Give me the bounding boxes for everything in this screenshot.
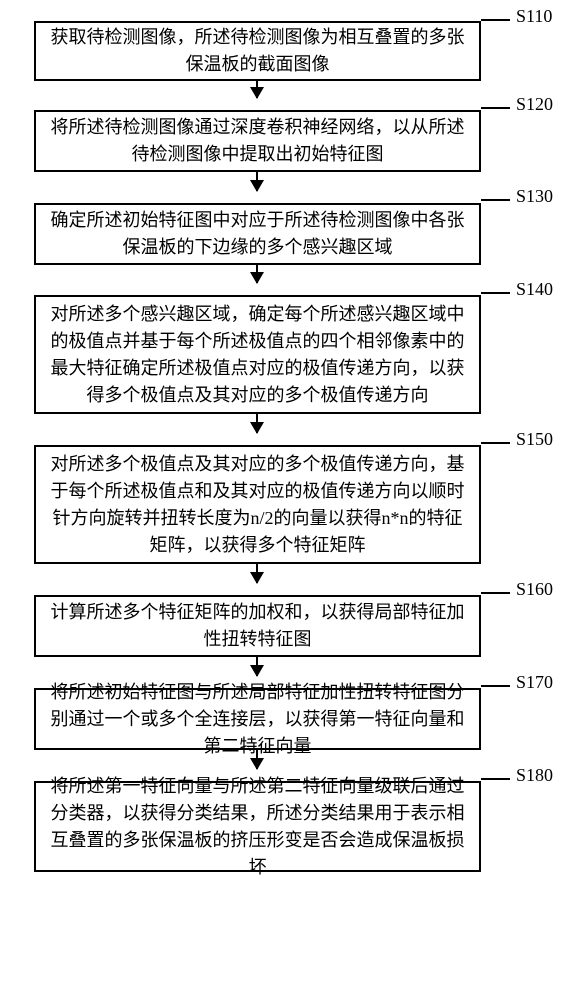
step-label-s110: S110 [516,6,552,27]
step-text: 对所述多个感兴趣区域，确定每个所述感兴趣区域中的极值点并基于每个所述极值点的四个… [46,301,469,409]
leader-s120 [481,107,510,109]
step-box-s130: 确定所述初始特征图中对应于所述待检测图像中各张保温板的下边缘的多个感兴趣区域 [34,203,481,265]
leader-s110 [481,19,510,21]
step-text: 获取待检测图像，所述待检测图像为相互叠置的多张保温板的截面图像 [46,24,469,78]
flow-arrow [256,172,258,191]
step-label-s140: S140 [516,279,553,300]
step-text: 将所述第一特征向量与所述第二特征向量级联后通过分类器，以获得分类结果，所述分类结… [46,773,469,881]
flow-arrow [256,750,258,769]
flow-arrow [256,657,258,676]
step-text: 确定所述初始特征图中对应于所述待检测图像中各张保温板的下边缘的多个感兴趣区域 [46,207,469,261]
step-box-s110: 获取待检测图像，所述待检测图像为相互叠置的多张保温板的截面图像 [34,21,481,81]
flow-arrow [256,265,258,283]
flow-arrow [256,81,258,98]
leader-s160 [481,592,510,594]
leader-s170 [481,685,510,687]
leader-s180 [481,778,510,780]
step-text: 对所述多个极值点及其对应的多个极值传递方向，基于每个所述极值点和及其对应的极值传… [46,451,469,559]
step-label-s120: S120 [516,94,553,115]
step-box-s170: 将所述初始特征图与所述局部特征加性扭转特征图分别通过一个或多个全连接层，以获得第… [34,688,481,750]
step-box-s180: 将所述第一特征向量与所述第二特征向量级联后通过分类器，以获得分类结果，所述分类结… [34,781,481,872]
leader-s150 [481,442,510,444]
step-label-s170: S170 [516,672,553,693]
flow-arrow [256,414,258,433]
step-text: 将所述初始特征图与所述局部特征加性扭转特征图分别通过一个或多个全连接层，以获得第… [46,679,469,760]
flow-arrow [256,564,258,583]
leader-s140 [481,292,510,294]
step-label-s150: S150 [516,429,553,450]
step-text: 计算所述多个特征矩阵的加权和，以获得局部特征加性扭转特征图 [46,599,469,653]
step-label-s130: S130 [516,186,553,207]
flowchart-canvas: S110 获取待检测图像，所述待检测图像为相互叠置的多张保温板的截面图像 S12… [0,0,572,1000]
step-box-s160: 计算所述多个特征矩阵的加权和，以获得局部特征加性扭转特征图 [34,595,481,657]
step-label-s180: S180 [516,765,553,786]
step-box-s120: 将所述待检测图像通过深度卷积神经网络，以从所述待检测图像中提取出初始特征图 [34,110,481,172]
step-text: 将所述待检测图像通过深度卷积神经网络，以从所述待检测图像中提取出初始特征图 [46,114,469,168]
step-box-s140: 对所述多个感兴趣区域，确定每个所述感兴趣区域中的极值点并基于每个所述极值点的四个… [34,295,481,414]
step-box-s150: 对所述多个极值点及其对应的多个极值传递方向，基于每个所述极值点和及其对应的极值传… [34,445,481,564]
step-label-s160: S160 [516,579,553,600]
leader-s130 [481,199,510,201]
